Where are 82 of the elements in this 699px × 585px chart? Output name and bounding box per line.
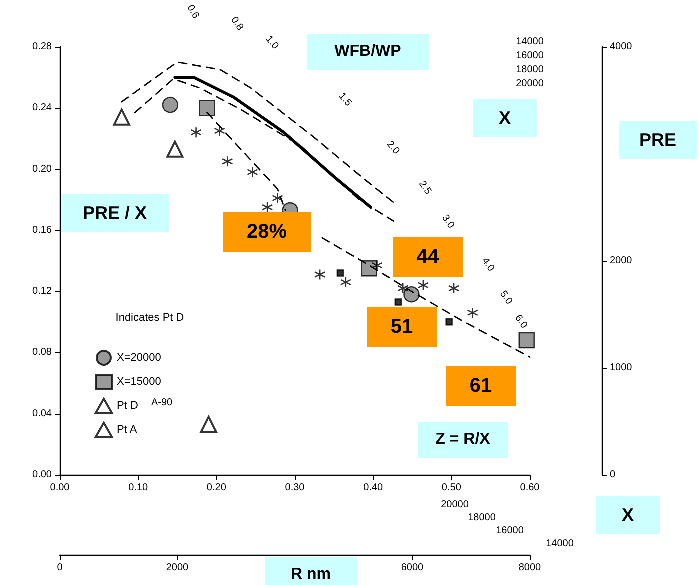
point [467,307,478,319]
x2-tick-label: 0 [57,562,64,574]
x-tick-label: 0.50 [442,482,462,494]
annotation: 5.0 [498,289,515,308]
annotation: 4.0 [480,256,497,274]
annotation: 28% [246,221,288,243]
x-tick-label: 0.40 [364,482,384,494]
annotation: 2.0 [384,139,402,158]
y2-tick-label: 1000 [610,362,633,374]
annotation: 1.0 [263,34,281,52]
x-tick-label: 0.10 [128,482,148,494]
annotation: 2.5 [416,179,434,198]
annotation: 44 [416,246,440,268]
annotation: 16000 [516,50,544,62]
y-axis-title: PRE / X [82,203,148,223]
y-tick-label: 0.00 [32,470,52,480]
annotation: 1.5 [336,91,354,110]
text: 0.8 [228,15,246,34]
point [162,96,179,114]
point [199,100,216,116]
legend-label: X=15000 [117,376,162,388]
annotation: 20000 [516,78,544,90]
point [446,318,453,326]
annotation: 6.0 [512,313,530,332]
y-tick-label: 0.24 [32,102,52,114]
text: 0.6 [184,3,202,22]
y2-axis-title: PRE [639,130,677,150]
x2-tick-label: 8000 [518,562,542,574]
point [262,202,274,214]
point [336,270,344,277]
y2-tick-label: 0 [610,470,616,480]
x2-tick-label: 2000 [166,562,190,574]
x-tick-label: 0.20 [206,482,227,494]
annotation: 61 [470,375,492,397]
y2-tick-label: 4000 [610,42,633,52]
y-tick-label: 0.04 [32,408,52,420]
point [314,269,326,280]
text: 18000 [468,512,496,524]
point [372,260,383,272]
y2-tick-label: 2000 [610,256,633,266]
annotation: X [498,108,512,128]
annotation: 14000 [516,36,544,48]
point [247,166,258,178]
legend-title: Indicates Pt D [116,312,184,324]
annotation: 3.0 [440,213,457,232]
y-tick-label: 0.12 [32,286,52,298]
y-tick-label: 0.16 [32,224,52,236]
point [397,282,409,294]
legend-label: Pt A [117,424,138,436]
text: 20000 [441,500,470,510]
point [272,192,284,204]
text: 14000 [546,538,574,550]
x-tick-label: 0.00 [50,482,70,494]
point [166,140,184,158]
annotation: 18000 [516,64,544,76]
x-axis-title: Z = R/X [436,431,490,448]
x2-axis-title: R nm [291,566,331,583]
y-tick-label: 0.08 [32,347,52,358]
legend-label: Pt D [117,400,138,412]
text: X [622,505,634,525]
point [394,298,402,306]
point [113,108,130,126]
point [200,416,218,434]
point [340,276,352,288]
point [418,280,430,292]
x-tick-label: 0.30 [285,482,306,494]
point [448,282,460,294]
y-tick-label: 0.20 [32,164,52,175]
legend-label: X=20000 [117,352,162,364]
x-tick-label: 0.60 [520,482,540,494]
y-tick-label: 0.28 [32,42,52,52]
text: 16000 [496,526,524,536]
annotation: 51 [390,316,414,338]
line-series [322,237,531,358]
point [518,332,535,349]
point [190,126,202,138]
point [222,156,234,168]
point [404,286,420,303]
chart-title: WFB/WP [334,43,402,60]
x2-tick-label: 6000 [401,562,424,574]
annotation: A-90 [151,398,173,408]
point [214,125,226,137]
